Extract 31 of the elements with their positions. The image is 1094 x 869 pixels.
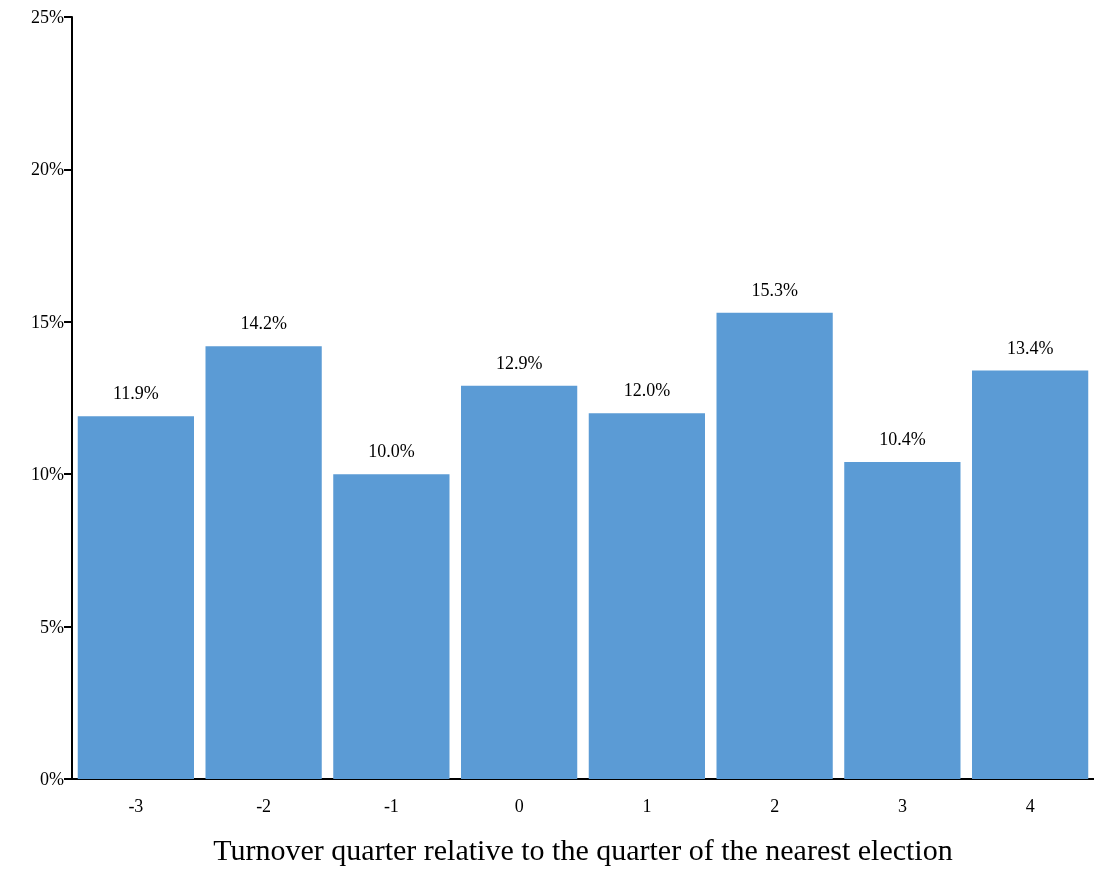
y-tick-label: 0% — [40, 769, 64, 789]
x-tick-label: -1 — [383, 796, 399, 816]
data-label: 14.2% — [240, 313, 287, 334]
data-label: 10.4% — [879, 429, 926, 450]
data-label: 13.4% — [1006, 337, 1054, 358]
x-tick-label: -3 — [128, 796, 144, 816]
y-tick-label: 15% — [31, 311, 64, 332]
data-label: 10.0% — [368, 441, 415, 462]
x-tick-label: -2 — [256, 796, 272, 816]
y-tick-label: 10% — [31, 464, 64, 485]
x-tick-label: 1 — [642, 796, 652, 816]
bar — [844, 462, 961, 779]
bar — [333, 474, 450, 779]
bar — [972, 370, 1089, 779]
x-tick-label: 2 — [770, 796, 780, 816]
y-tick-label: 20% — [31, 159, 64, 180]
x-tick-label: 4 — [1025, 796, 1035, 816]
bar — [716, 312, 833, 779]
bar — [588, 413, 705, 779]
y-tick-label: 5% — [40, 616, 64, 637]
data-label: 15.3% — [751, 279, 798, 300]
data-label: 12.9% — [495, 352, 543, 373]
bar — [461, 385, 578, 779]
x-axis-title: Turnover quarter relative to the quarter of the nearest election — [213, 832, 953, 866]
data-label: 11.9% — [112, 383, 159, 404]
data-label: 12.0% — [623, 380, 671, 401]
y-tick-label: 25% — [31, 7, 64, 27]
x-tick-label: 0 — [514, 796, 524, 816]
x-tick-label: 3 — [897, 796, 907, 816]
bar — [205, 346, 322, 779]
bar — [77, 416, 194, 779]
